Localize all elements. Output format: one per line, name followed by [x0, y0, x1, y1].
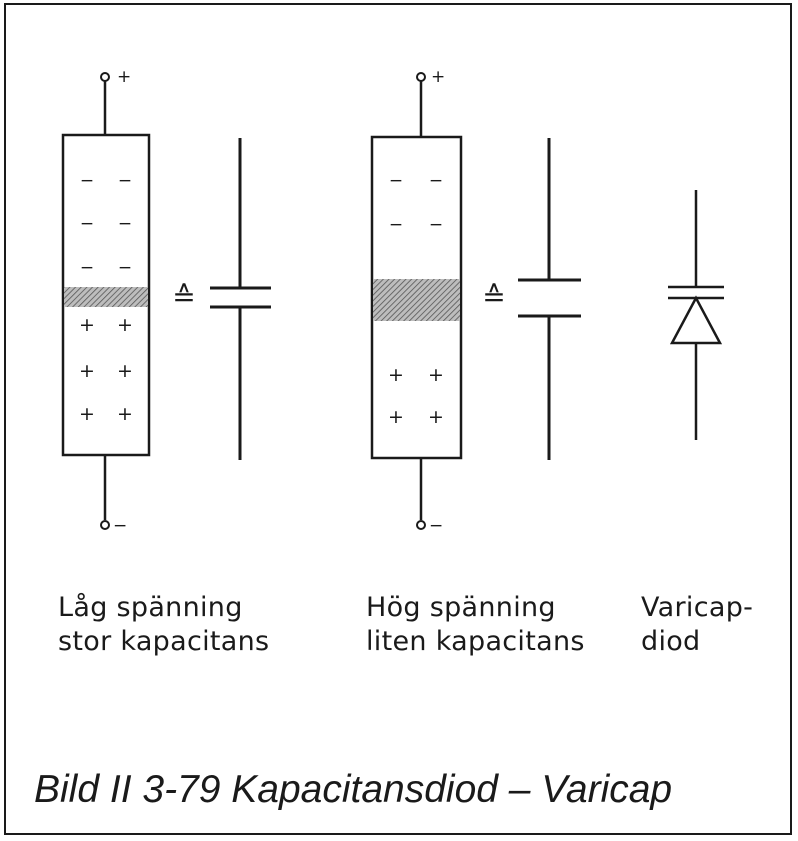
equivalence-symbol: ≙ [482, 280, 505, 313]
svg-text:+: + [117, 403, 133, 425]
svg-text:+: + [79, 314, 95, 336]
high-voltage-diode-panel: + − − − − + + + + − ≙ [370, 67, 581, 536]
positive-charges: + + + + [388, 364, 444, 428]
bottom-terminal-sign: − [429, 516, 443, 536]
varicap-caption-line1: Varicap- [641, 592, 754, 623]
high-voltage-caption: Hög spänning liten kapacitans [366, 591, 585, 659]
figure-frame [4, 3, 792, 835]
top-terminal: + [100, 67, 131, 135]
capacitor-symbol-small-capacitance [518, 138, 581, 460]
svg-text:−: − [429, 171, 443, 191]
capacitor-symbol-large-capacitance [210, 138, 271, 460]
svg-text:−: − [80, 214, 94, 234]
low-voltage-caption-line2: stor kapacitans [58, 626, 270, 657]
svg-text:+: + [79, 403, 95, 425]
svg-text:+: + [79, 360, 95, 382]
svg-text:+: + [428, 406, 444, 428]
svg-text:−: − [389, 171, 403, 191]
depletion-layer [64, 287, 148, 307]
low-voltage-diode-panel: + − − − − − − + + + + + + − ≙ [61, 67, 271, 536]
svg-text:+: + [117, 360, 133, 382]
low-voltage-caption-line1: Låg spänning [58, 592, 243, 623]
equivalence-symbol: ≙ [172, 280, 195, 313]
varicap-diode-symbol [668, 190, 724, 440]
top-terminal-sign: + [431, 67, 445, 87]
bottom-terminal: − [416, 458, 443, 536]
svg-text:+: + [388, 364, 404, 386]
low-voltage-caption: Låg spänning stor kapacitans [58, 591, 269, 659]
high-voltage-caption-line1: Hög spänning [366, 592, 556, 623]
svg-text:−: − [118, 214, 132, 234]
depletion-layer [373, 279, 460, 321]
bottom-terminal-sign: − [113, 516, 127, 536]
svg-text:−: − [80, 258, 94, 278]
positive-charges: + + + + + + [79, 314, 133, 425]
svg-text:+: + [388, 406, 404, 428]
top-terminal-sign: + [117, 67, 131, 87]
figure-caption: Bild II 3-79 Kapacitansdiod – Varicap [34, 768, 673, 811]
varicap-caption: Varicap- diod [641, 591, 753, 659]
bottom-terminal: − [100, 455, 127, 536]
varicap-caption-line2: diod [641, 626, 701, 657]
high-voltage-caption-line2: liten kapacitans [366, 626, 585, 657]
negative-charges: − − − − − − [80, 171, 132, 278]
svg-text:−: − [118, 171, 132, 191]
top-terminal: + [416, 67, 445, 137]
negative-charges: − − − − [389, 171, 443, 235]
svg-text:+: + [117, 314, 133, 336]
svg-text:+: + [428, 364, 444, 386]
svg-text:−: − [389, 215, 403, 235]
svg-text:−: − [429, 215, 443, 235]
svg-text:−: − [118, 258, 132, 278]
svg-text:−: − [80, 171, 94, 191]
